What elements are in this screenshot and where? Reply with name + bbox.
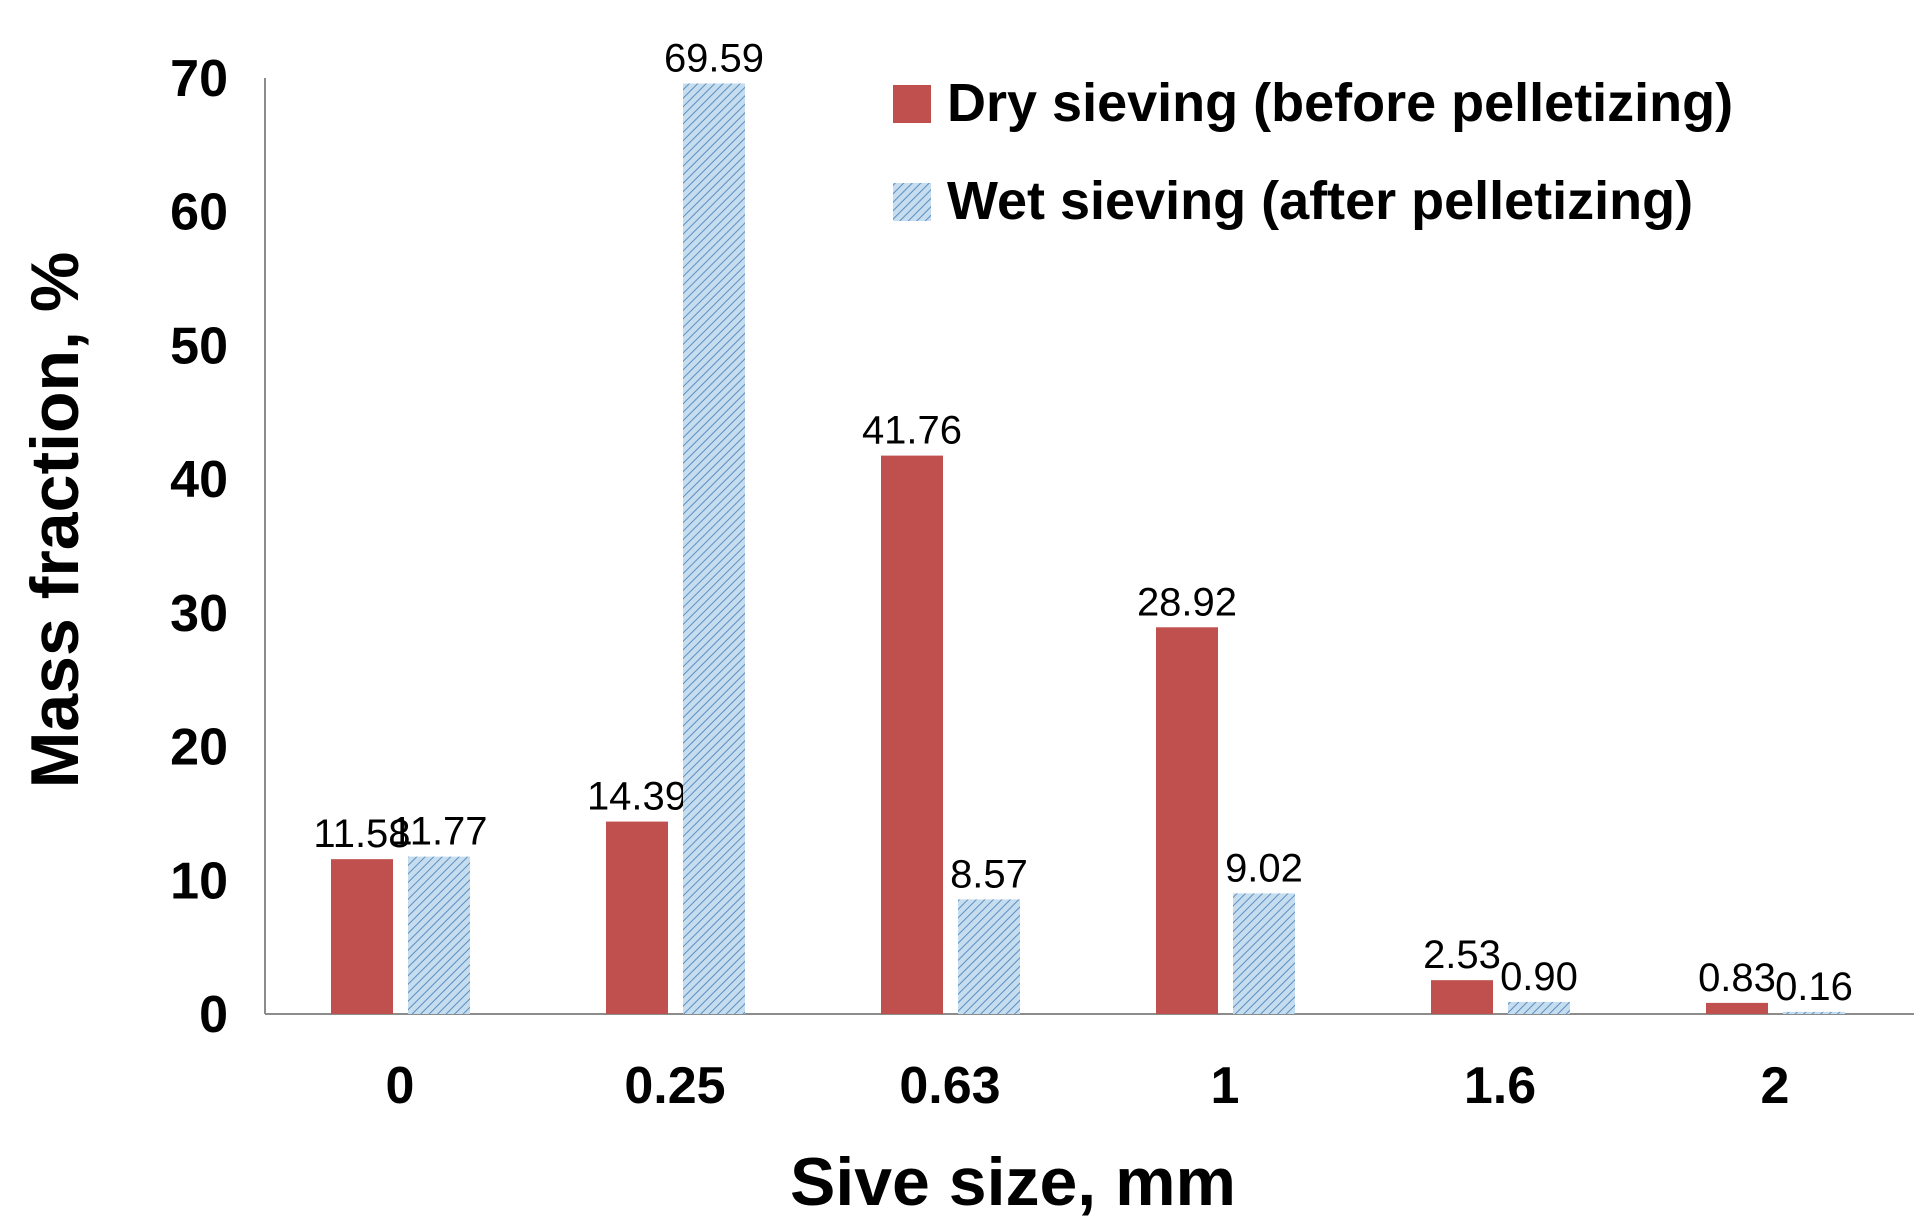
bar-wet [1508, 1001, 1570, 1014]
y-tick-label: 40 [170, 451, 228, 509]
bar-dry [1431, 980, 1493, 1014]
x-tick-label: 0 [386, 1057, 415, 1115]
bar-dry [331, 859, 393, 1014]
x-tick-label: 0.63 [899, 1057, 1000, 1115]
bar-dry [881, 455, 943, 1014]
x-tick-label: 1 [1211, 1057, 1240, 1115]
legend-label: Dry sieving (before pelletizing) [947, 73, 1733, 133]
data-label: 28.92 [1137, 580, 1237, 624]
bar-wet [1233, 893, 1295, 1014]
bar-dry [606, 821, 668, 1014]
bar-wet [683, 83, 745, 1014]
y-tick-label: 60 [170, 184, 228, 242]
bar-dry [1156, 627, 1218, 1014]
data-label: 69.59 [664, 36, 764, 80]
data-label: 11.58 [313, 812, 410, 856]
bar-wet [958, 899, 1020, 1014]
x-axis-title: Sive size, mm [790, 1144, 1236, 1220]
legend-swatch [893, 85, 931, 123]
data-label: 9.02 [1225, 846, 1303, 890]
y-tick-label: 0 [199, 986, 228, 1044]
data-label: 14.39 [587, 775, 687, 819]
legend-label: Wet sieving (after pelletizing) [947, 171, 1693, 231]
y-tick-label: 20 [170, 719, 228, 777]
data-label: 0.83 [1698, 956, 1776, 1000]
data-label: 2.53 [1423, 933, 1501, 977]
y-tick-label: 10 [170, 852, 228, 910]
legend-swatch [893, 183, 931, 221]
data-label: 41.76 [862, 409, 962, 453]
y-axis-title: Mass fraction, % [17, 252, 93, 789]
data-label: 0.90 [1500, 955, 1578, 999]
bar-wet [1783, 1011, 1845, 1014]
bar-dry [1706, 1002, 1768, 1014]
x-tick-label: 1.6 [1464, 1057, 1536, 1115]
data-label: 11.77 [390, 810, 487, 854]
y-tick-label: 50 [170, 317, 228, 375]
x-tick-label: 0.25 [624, 1057, 725, 1115]
bar-wet [408, 856, 470, 1014]
x-tick-label: 2 [1761, 1057, 1790, 1115]
data-label: 8.57 [950, 852, 1028, 896]
y-tick-label: 30 [170, 585, 228, 643]
y-tick-label: 70 [170, 50, 228, 108]
data-label: 0.16 [1775, 965, 1853, 1009]
